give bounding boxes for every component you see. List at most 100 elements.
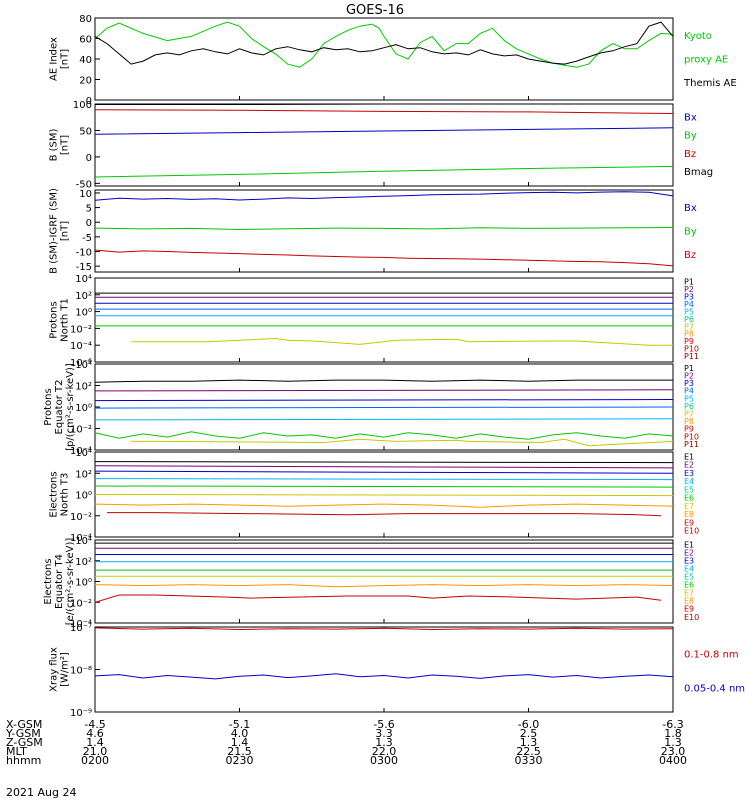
series-e7-line	[94, 584, 674, 588]
footer-value: 0300	[370, 754, 398, 767]
legend-entry: E10	[684, 527, 699, 536]
y-tick-label: 10⁻⁴	[70, 619, 92, 630]
y-tick-label: 10⁰	[75, 403, 92, 414]
footer-value: -5.1	[229, 718, 250, 731]
legend-entry: P9	[684, 425, 694, 434]
plot-title: GOES-16	[346, 3, 404, 18]
y-axis-label: North T3	[60, 473, 71, 517]
footer-value: 0230	[226, 754, 254, 767]
series-e2-line	[94, 465, 674, 469]
footer-value: 23.0	[661, 745, 686, 758]
y-tick-label: 10²	[75, 469, 92, 480]
y-tick-label: 10⁻⁴	[70, 341, 92, 352]
y-axis-label: [nT]	[60, 221, 71, 241]
series-themis-ae-line	[94, 21, 674, 65]
orbit-footer: X-GSMY-GSMZ-GSMMLThhmm-4.54.61.421.00200…	[5, 718, 687, 767]
legend-entry: E3	[684, 556, 694, 565]
y-axis-label: [W/m²]	[60, 652, 71, 687]
y-tick-label: 50	[79, 126, 92, 137]
y-tick-label: 10⁻²	[70, 324, 92, 335]
y-tick-label: 10⁰	[75, 491, 92, 502]
footer-value: 21.0	[83, 745, 108, 758]
footer-value: 1.3	[664, 736, 682, 749]
legend-entry: P9	[684, 337, 694, 346]
series-e3-line	[94, 470, 674, 474]
y-axis-label: Equator T2	[54, 380, 65, 435]
panel-frame	[94, 626, 674, 713]
series-p5-line	[94, 418, 674, 421]
y-tick-label: 10⁴	[75, 360, 92, 371]
legend-entry: P8	[684, 417, 694, 426]
legend-entry: P4	[684, 387, 694, 396]
footer-value: 22.0	[372, 745, 397, 758]
legend-entry: P7	[684, 322, 694, 331]
series-e7-line	[94, 503, 674, 508]
y-tick-label: 40	[79, 55, 92, 66]
footer-value: 0330	[515, 754, 543, 767]
legend-entry: P11	[684, 440, 699, 449]
series-bx-line	[94, 127, 674, 135]
y-tick-label: 0	[86, 96, 92, 107]
series-e1-line	[94, 461, 674, 464]
panel-frame	[94, 103, 674, 187]
legend-entry: E9	[684, 605, 694, 614]
legend-entry: Bmag	[684, 167, 713, 178]
footer-value: -5.6	[373, 718, 394, 731]
legend-entry: 0.05-0.4 nm	[684, 684, 745, 695]
y-axis-label: [e/(cm²-s-sr-keV)]	[65, 538, 76, 626]
y-axis-label: B (SM)-IGRF (SM)	[49, 188, 60, 274]
series-p3-line	[94, 399, 674, 402]
series-p7-line	[131, 438, 674, 447]
y-tick-label: 10⁰	[75, 308, 92, 319]
y-tick-label: 10⁻⁴	[70, 533, 92, 544]
y-tick-label: -10	[76, 248, 92, 259]
y-tick-label: 80	[79, 14, 92, 25]
footer-value: 0200	[81, 754, 109, 767]
legend-entry: E4	[684, 564, 694, 573]
y-axis-label: Electrons	[49, 471, 60, 517]
y-tick-label: 10⁴	[75, 536, 92, 547]
footer-value: 21.5	[227, 745, 252, 758]
legend-entry: E7	[684, 502, 694, 511]
legend-entry: P3	[684, 379, 694, 388]
series-by-line	[94, 165, 674, 178]
footer-value: 4.0	[231, 727, 249, 740]
series-bmag-line	[95, 103, 673, 105]
footer-value: 4.6	[86, 727, 104, 740]
legend-entry: E3	[684, 469, 694, 478]
date-label: 2021 Aug 24	[6, 786, 76, 799]
y-tick-label: 10⁻⁶	[70, 358, 92, 369]
y-axis-label: Electrons	[43, 558, 54, 604]
y-axis-label: Protons	[49, 301, 60, 338]
y-axis-label: [p/(cm²-s-sr-keV)]	[65, 363, 76, 451]
legend-entry: E5	[684, 485, 694, 494]
legend-entry: P8	[684, 330, 694, 339]
legend-entry: 0.1-0.8 nm	[684, 650, 739, 661]
footer-value: 1.4	[231, 736, 249, 749]
legend-entry: P10	[684, 432, 699, 441]
footer-value: 3.3	[375, 727, 393, 740]
legend-entry: Themis AE	[683, 78, 737, 89]
legend-entry: P1	[684, 278, 694, 287]
y-tick-label: -5	[82, 233, 92, 244]
legend-entry: P6	[684, 402, 694, 411]
series-e5-line	[94, 485, 674, 488]
footer-value: 2.5	[520, 727, 538, 740]
legend-entry: Bx	[684, 203, 697, 214]
y-axis-label: AE Index	[49, 37, 60, 81]
legend-entry: P4	[684, 300, 694, 309]
legend-entry: E6	[684, 494, 694, 503]
footer-value: 22.5	[516, 745, 541, 758]
legend-entry: E1	[684, 540, 694, 549]
footer-value: 1.3	[520, 736, 538, 749]
legend-entry: E4	[684, 477, 694, 486]
legend-entry: E2	[684, 548, 694, 557]
y-axis-label: [nT]	[60, 135, 71, 155]
y-tick-label: 20	[79, 76, 92, 87]
legend-entry: P10	[684, 345, 699, 354]
series-e4-line	[94, 478, 674, 481]
panel-frame	[94, 539, 674, 624]
footer-row-label: X-GSM	[6, 718, 42, 731]
series-e8-line	[107, 512, 662, 517]
